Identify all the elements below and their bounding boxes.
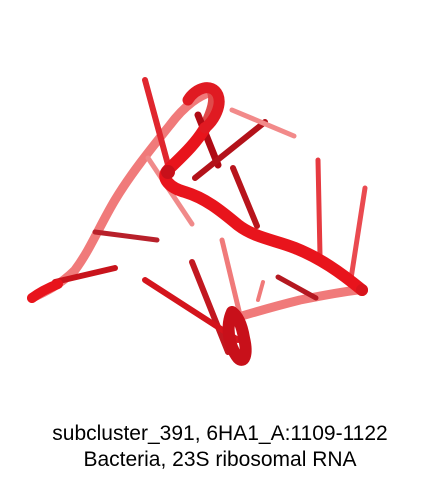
- base-stick: [189, 259, 231, 355]
- backbone-top-loop: [182, 82, 225, 134]
- base-stick: [275, 274, 319, 301]
- base-stick: [142, 77, 173, 175]
- strand-end-cap: [161, 165, 175, 179]
- base-stick: [142, 277, 241, 343]
- base-stick: [256, 280, 265, 302]
- base-stick: [52, 265, 118, 285]
- caption-title: subcluster_391, 6HA1_A:1109-1122: [52, 422, 388, 445]
- backbone-back: [27, 87, 363, 323]
- caption-subtitle: Bacteria, 23S ribosomal RNA: [83, 448, 357, 471]
- backbone-front: [27, 82, 368, 366]
- backbone-bottom-loop: [222, 306, 252, 366]
- base-stick: [315, 157, 323, 258]
- backbone-bottom-right-strand: [230, 285, 363, 323]
- base-stick: [92, 229, 160, 243]
- strand-end-cap: [27, 293, 37, 303]
- strand-ends: [27, 165, 368, 303]
- rna-structure-render: [27, 77, 368, 366]
- base-stick: [192, 119, 268, 181]
- bases: [52, 77, 368, 355]
- strand-end-cap: [356, 284, 368, 296]
- base-stick: [219, 237, 243, 318]
- base-stick: [230, 165, 260, 229]
- base-stick: [229, 107, 297, 139]
- base-stick: [347, 185, 368, 288]
